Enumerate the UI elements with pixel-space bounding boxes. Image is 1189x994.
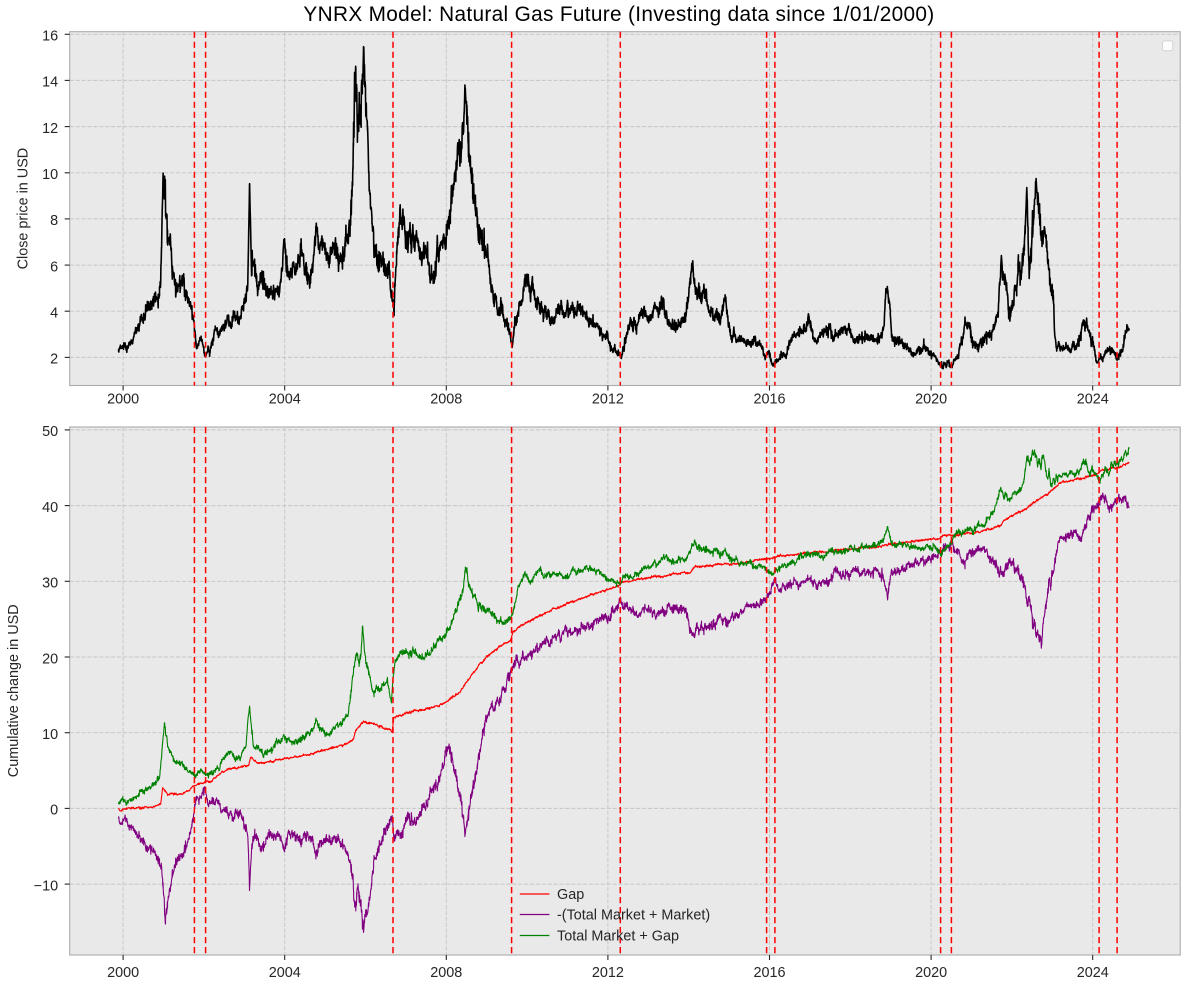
svg-text:20: 20 <box>42 651 58 667</box>
svg-text:2012: 2012 <box>592 965 624 981</box>
svg-text:2024: 2024 <box>1077 391 1109 407</box>
svg-text:2000: 2000 <box>107 965 139 981</box>
svg-text:−10: −10 <box>34 878 58 894</box>
svg-text:0: 0 <box>50 803 58 819</box>
svg-text:2008: 2008 <box>430 391 462 407</box>
svg-text:40: 40 <box>42 500 58 516</box>
svg-text:Cumulative change in USD: Cumulative change in USD <box>6 604 22 777</box>
svg-text:4: 4 <box>50 306 58 322</box>
svg-text:8: 8 <box>50 213 58 229</box>
svg-text:16: 16 <box>42 29 58 45</box>
svg-text:2008: 2008 <box>430 965 462 981</box>
svg-text:12: 12 <box>42 121 58 137</box>
svg-text:2012: 2012 <box>592 391 624 407</box>
svg-text:2016: 2016 <box>753 391 785 407</box>
svg-text:2004: 2004 <box>269 391 301 407</box>
svg-text:2: 2 <box>50 352 58 368</box>
svg-text:2000: 2000 <box>107 391 139 407</box>
svg-text:2016: 2016 <box>753 965 785 981</box>
svg-text:6: 6 <box>50 259 58 275</box>
svg-text:Close price in USD: Close price in USD <box>15 148 31 270</box>
svg-text:30: 30 <box>42 576 58 592</box>
svg-text:2004: 2004 <box>269 965 301 981</box>
svg-text:Total Market + Gap: Total Market + Gap <box>557 929 679 945</box>
svg-text:14: 14 <box>42 75 58 91</box>
svg-text:Gap: Gap <box>557 887 584 903</box>
svg-text:2024: 2024 <box>1077 965 1109 981</box>
svg-text:YNRX Model: Natural Gas Future: YNRX Model: Natural Gas Future (Investin… <box>303 3 934 26</box>
svg-text:2020: 2020 <box>915 965 947 981</box>
svg-text:10: 10 <box>42 167 58 183</box>
svg-text:10: 10 <box>42 727 58 743</box>
svg-text:50: 50 <box>42 424 58 440</box>
svg-text:2020: 2020 <box>915 391 947 407</box>
svg-text:-(Total Market + Market): -(Total Market + Market) <box>557 908 710 924</box>
